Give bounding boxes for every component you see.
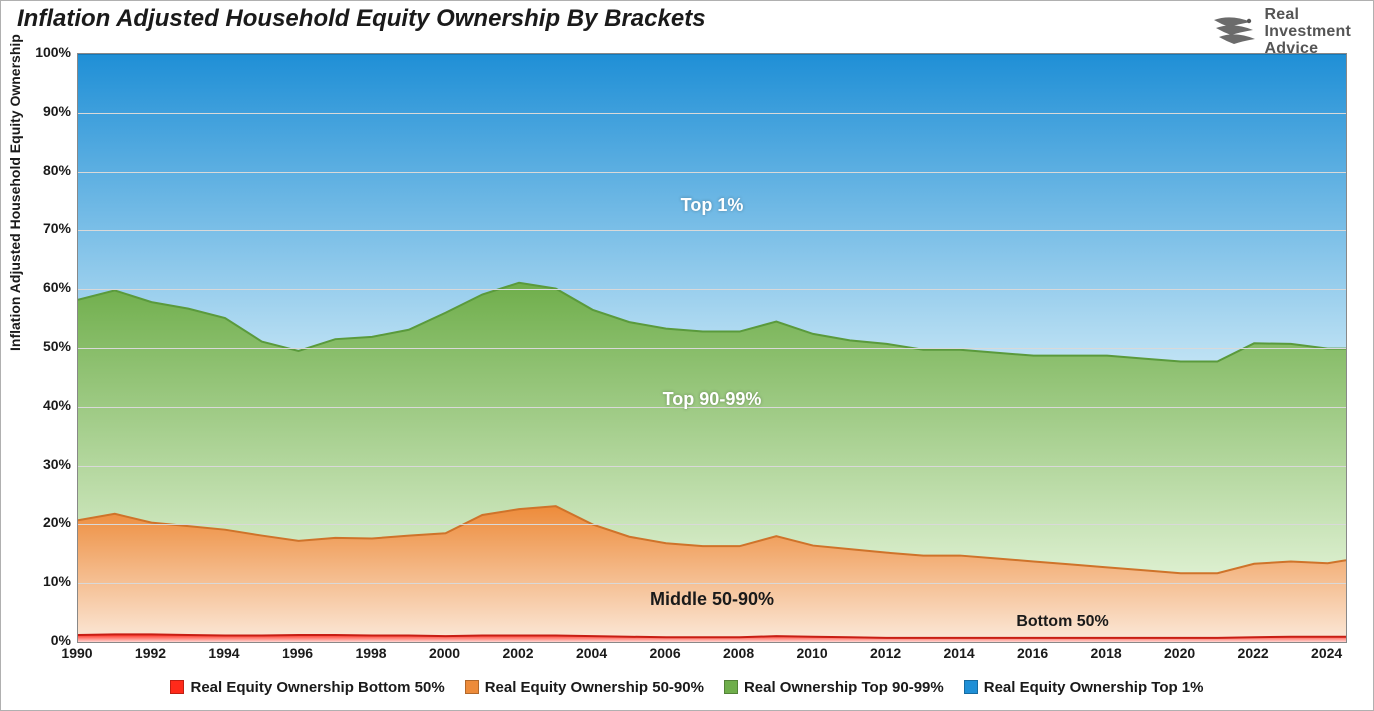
legend-item: Real Equity Ownership Top 1%	[964, 679, 1204, 696]
legend-item: Real Ownership Top 90-99%	[724, 679, 944, 696]
y-tick-label: 30%	[11, 456, 71, 472]
eagle-icon	[1211, 12, 1257, 52]
chart-frame: Inflation Adjusted Household Equity Owne…	[0, 0, 1374, 711]
brand-logo: Real Investment Advice	[1211, 7, 1351, 57]
x-tick-label: 1994	[208, 645, 239, 661]
x-tick-label: 1990	[61, 645, 92, 661]
label-bottom: Bottom 50%	[1016, 613, 1108, 631]
legend-swatch	[964, 680, 978, 694]
x-tick-label: 2010	[796, 645, 827, 661]
y-tick-label: 50%	[11, 338, 71, 354]
gridline	[78, 466, 1346, 467]
x-tick-label: 2018	[1091, 645, 1122, 661]
y-tick-label: 80%	[11, 162, 71, 178]
gridline	[78, 230, 1346, 231]
gridline	[78, 113, 1346, 114]
gridline	[78, 524, 1346, 525]
legend-label: Real Equity Ownership Bottom 50%	[190, 679, 444, 696]
brand-line1: Real	[1265, 7, 1351, 24]
y-tick-label: 40%	[11, 397, 71, 413]
x-tick-label: 2012	[870, 645, 901, 661]
x-tick-label: 2020	[1164, 645, 1195, 661]
gridline	[78, 172, 1346, 173]
y-tick-label: 10%	[11, 573, 71, 589]
gridline	[78, 289, 1346, 290]
x-tick-label: 2024	[1311, 645, 1342, 661]
legend-label: Real Equity Ownership Top 1%	[984, 679, 1204, 696]
x-tick-label: 2008	[723, 645, 754, 661]
gridline	[78, 583, 1346, 584]
y-tick-label: 100%	[11, 44, 71, 60]
y-axis-label-text: Inflation Adjusted Household Equity Owne…	[7, 34, 23, 351]
x-tick-label: 2014	[944, 645, 975, 661]
y-tick-label: 90%	[11, 103, 71, 119]
x-tick-label: 1996	[282, 645, 313, 661]
x-tick-label: 2016	[1017, 645, 1048, 661]
legend-label: Real Equity Ownership 50-90%	[485, 679, 704, 696]
plot-area: Top 1% Top 90-99% Middle 50-90% Bottom 5…	[77, 53, 1347, 643]
legend: Real Equity Ownership Bottom 50% Real Equ…	[1, 679, 1373, 699]
x-tick-label: 1992	[135, 645, 166, 661]
y-tick-label: 70%	[11, 220, 71, 236]
brand-line2: Investment	[1265, 24, 1351, 41]
legend-swatch	[724, 680, 738, 694]
legend-item: Real Equity Ownership 50-90%	[465, 679, 704, 696]
y-tick-label: 60%	[11, 279, 71, 295]
legend-label: Real Ownership Top 90-99%	[744, 679, 944, 696]
x-tick-label: 1998	[355, 645, 386, 661]
gridline	[78, 348, 1346, 349]
x-tick-label: 2022	[1238, 645, 1269, 661]
brand-text: Real Investment Advice	[1265, 7, 1351, 57]
legend-swatch	[465, 680, 479, 694]
chart-title: Inflation Adjusted Household Equity Owne…	[17, 5, 706, 33]
legend-item: Real Equity Ownership Bottom 50%	[170, 679, 444, 696]
x-tick-label: 2004	[576, 645, 607, 661]
x-tick-label: 2000	[429, 645, 460, 661]
label-top1: Top 1%	[681, 195, 744, 216]
y-axis-label: Inflation Adjusted Household Equity Owne…	[7, 34, 23, 351]
x-tick-label: 2006	[649, 645, 680, 661]
y-tick-label: 20%	[11, 514, 71, 530]
label-middle: Middle 50-90%	[650, 589, 774, 610]
x-tick-label: 2002	[502, 645, 533, 661]
legend-swatch	[170, 680, 184, 694]
label-top90-99: Top 90-99%	[663, 389, 762, 410]
